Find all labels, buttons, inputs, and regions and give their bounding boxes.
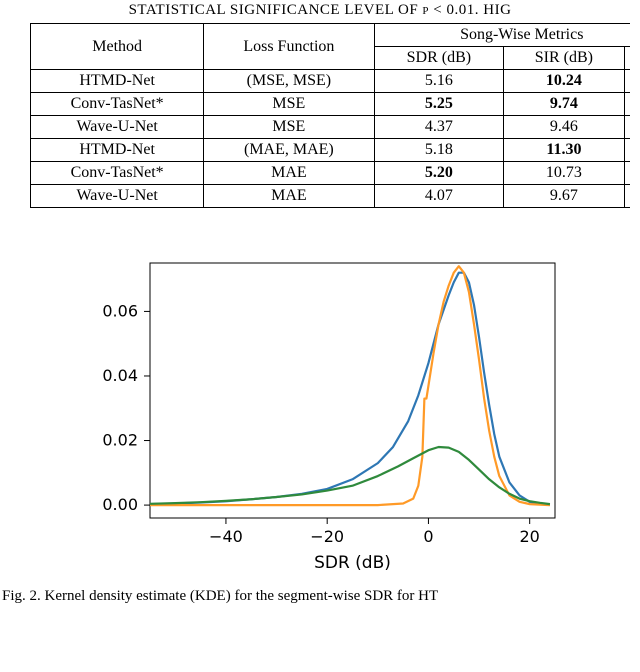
table-header-caption: STATISTICAL SIGNIFICANCE LEVEL OF p < 0.… <box>0 2 640 19</box>
cell-loss: (MAE, MAE) <box>204 139 374 162</box>
cell-sar <box>624 70 630 93</box>
cell-sar <box>624 139 630 162</box>
svg-text:−20: −20 <box>310 527 344 546</box>
header-row-1: Method Loss Function Song-Wise Metrics <box>31 24 631 47</box>
cell-sdr: 5.25 <box>374 93 504 116</box>
table-row: Wave-U-NetMSE4.379.46 <box>31 116 631 139</box>
svg-text:0.06: 0.06 <box>102 301 138 320</box>
cell-method: Wave-U-Net <box>31 116 204 139</box>
table-row: HTMD-Net(MAE, MAE)5.1811.30 <box>31 139 631 162</box>
cell-method: Conv-TasNet* <box>31 93 204 116</box>
cell-loss: MSE <box>204 116 374 139</box>
table-row: Conv-TasNet*MAE5.2010.73 <box>31 162 631 185</box>
cell-sdr: 5.18 <box>374 139 504 162</box>
cell-sir: 10.73 <box>504 162 624 185</box>
figure-caption: Fig. 2. Kernel density estimate (KDE) fo… <box>2 588 640 605</box>
svg-text:0.00: 0.00 <box>102 495 138 514</box>
cell-sir: 9.74 <box>504 93 624 116</box>
table-row: HTMD-Net(MSE, MSE)5.1610.24 <box>31 70 631 93</box>
cell-sir: 9.67 <box>504 185 624 208</box>
svg-text:0: 0 <box>423 527 433 546</box>
cell-sar <box>624 162 630 185</box>
cell-sir: 9.46 <box>504 116 624 139</box>
cell-sdr: 5.16 <box>374 70 504 93</box>
svg-text:0.04: 0.04 <box>102 366 138 385</box>
kde-chart: −40 −20 0 20 0.00 0.02 0.04 0.06 SDR (dB) <box>70 248 570 578</box>
col-sir: SIR (dB) <box>504 47 624 70</box>
cell-method: HTMD-Net <box>31 139 204 162</box>
results-table: Method Loss Function Song-Wise Metrics S… <box>30 23 630 208</box>
cell-loss: (MSE, MSE) <box>204 70 374 93</box>
col-metrics-group: Song-Wise Metrics <box>374 24 630 47</box>
cell-sir: 10.24 <box>504 70 624 93</box>
cell-method: HTMD-Net <box>31 70 204 93</box>
cell-sir: 11.30 <box>504 139 624 162</box>
cell-loss: MAE <box>204 162 374 185</box>
kde-svg: −40 −20 0 20 0.00 0.02 0.04 0.06 SDR (dB) <box>70 248 570 578</box>
svg-text:SDR (dB): SDR (dB) <box>314 553 391 573</box>
svg-text:−40: −40 <box>209 527 243 546</box>
table-row: Wave-U-NetMAE4.079.67 <box>31 185 631 208</box>
cell-sdr: 4.37 <box>374 116 504 139</box>
results-table-wrap: Method Loss Function Song-Wise Metrics S… <box>10 23 630 208</box>
cell-sdr: 5.20 <box>374 162 504 185</box>
cell-sar <box>624 93 630 116</box>
cell-sar <box>624 185 630 208</box>
col-method: Method <box>31 24 204 70</box>
table-row: Conv-TasNet*MSE5.259.74 <box>31 93 631 116</box>
col-sar: S <box>624 47 630 70</box>
col-sdr: SDR (dB) <box>374 47 504 70</box>
col-loss: Loss Function <box>204 24 374 70</box>
cell-loss: MSE <box>204 93 374 116</box>
cell-method: Wave-U-Net <box>31 185 204 208</box>
svg-text:0.02: 0.02 <box>102 431 138 450</box>
cell-method: Conv-TasNet* <box>31 162 204 185</box>
cell-loss: MAE <box>204 185 374 208</box>
cell-sar <box>624 116 630 139</box>
svg-text:20: 20 <box>520 527 540 546</box>
cell-sdr: 4.07 <box>374 185 504 208</box>
